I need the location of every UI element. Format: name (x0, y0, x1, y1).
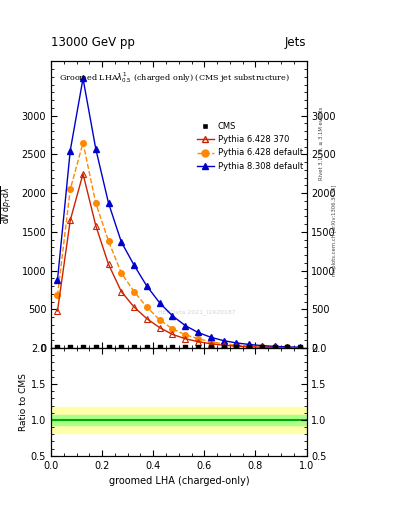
Point (156, 343, 163, 351)
Point (220, 343, 227, 351)
Point (54, 343, 61, 351)
Point (144, 343, 150, 351)
Bar (51, 407, 307, 433)
Point (118, 343, 125, 351)
Point (195, 343, 201, 351)
Text: 13000 GeV pp: 13000 GeV pp (51, 36, 135, 49)
Text: mcplots.cern.ch [arXiv:1306.3436]: mcplots.cern.ch [arXiv:1306.3436] (332, 185, 337, 276)
X-axis label: groomed LHA (charged-only): groomed LHA (charged-only) (108, 476, 249, 486)
Point (208, 343, 214, 351)
Y-axis label: Ratio to CMS: Ratio to CMS (19, 373, 28, 431)
Point (93, 343, 99, 351)
Point (297, 343, 303, 351)
Point (233, 343, 239, 351)
Text: Groomed LHA$\lambda^1_{0.5}$ (charged only) (CMS jet substructure): Groomed LHA$\lambda^1_{0.5}$ (charged on… (59, 70, 290, 85)
Point (182, 343, 188, 351)
Point (259, 343, 265, 351)
Point (272, 343, 278, 351)
Point (105, 343, 112, 351)
Legend: CMS, Pythia 6.428 370, Pythia 6.428 default, Pythia 8.308 default: CMS, Pythia 6.428 370, Pythia 6.428 defa… (194, 119, 307, 174)
Text: HEPData 2021_I1920187: HEPData 2021_I1920187 (158, 310, 236, 315)
Point (131, 343, 137, 351)
Text: Rivet 3.1.10, ≥ 3.1M events: Rivet 3.1.10, ≥ 3.1M events (318, 106, 323, 180)
Text: Jets: Jets (285, 36, 307, 49)
Point (169, 343, 176, 351)
Bar (51, 415, 307, 425)
Point (67, 343, 73, 351)
Point (284, 343, 290, 351)
Point (80, 343, 86, 351)
Point (246, 343, 252, 351)
Y-axis label: $\frac{1}{\mathrm{d}N}\frac{\mathrm{d}N}{\mathrm{d}p_T\,\mathrm{d}\lambda}$: $\frac{1}{\mathrm{d}N}\frac{\mathrm{d}N}… (0, 185, 16, 224)
